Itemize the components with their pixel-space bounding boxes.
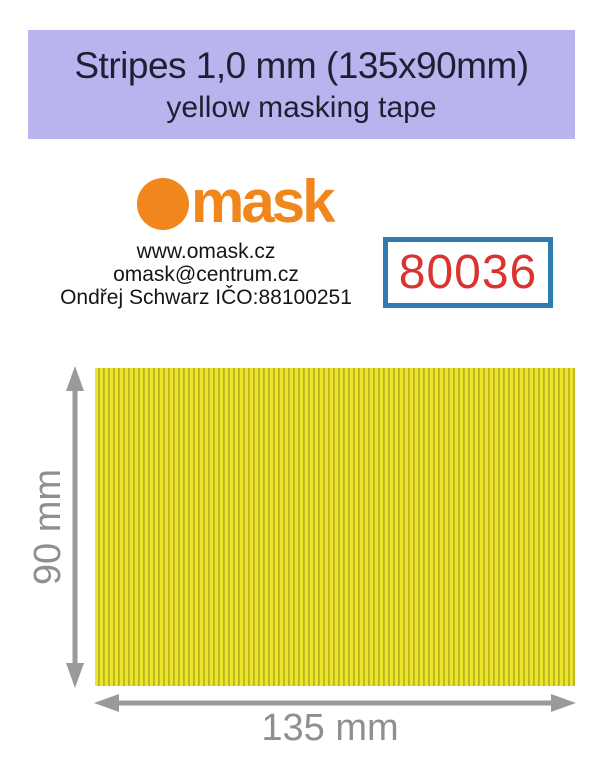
website-text: www.omask.cz [136, 240, 276, 263]
owner-text: Ondřej Schwarz IČO:88100251 [60, 286, 352, 309]
contact-block: www.omask.cz omask@centrum.cz Ondřej Sch… [30, 240, 382, 309]
height-dimension-arrow-icon [66, 366, 84, 688]
width-dimension-label: 135 mm [261, 707, 399, 749]
tape-swatch [95, 368, 575, 686]
product-code: 80036 [398, 245, 538, 299]
omask-logo-circle-icon [137, 178, 189, 230]
email-text: omask@centrum.cz [113, 263, 299, 286]
height-dimension-label: 90 mm [27, 468, 69, 586]
width-dimension-arrow-icon [94, 694, 576, 712]
product-header: Stripes 1,0 mm (135x90mm) yellow masking… [28, 30, 575, 139]
product-subtitle: yellow masking tape [166, 90, 437, 124]
product-code-box: 80036 [383, 237, 553, 308]
product-title: Stripes 1,0 mm (135x90mm) [74, 44, 529, 86]
omask-logo-text: mask [191, 168, 335, 235]
